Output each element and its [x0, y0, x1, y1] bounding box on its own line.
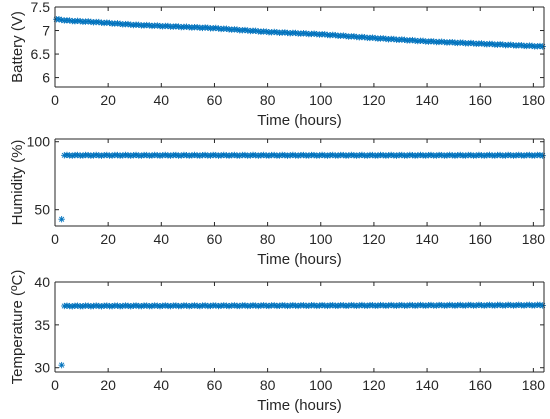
data-series	[58, 151, 546, 223]
x-tick-label: 60	[207, 377, 223, 393]
x-tick-label: 140	[415, 231, 439, 247]
x-tick-label: 40	[154, 231, 170, 247]
y-tick-label: 100	[27, 134, 51, 150]
y-tick-label: 50	[34, 202, 50, 218]
subplot-3: 0 20 40 60 80 100 120 140 160 180 30 35 40 Time (hour…	[9, 270, 546, 414]
data-point	[334, 152, 342, 159]
x-tick-label: 140	[415, 377, 439, 393]
x-tick-label: 160	[469, 92, 493, 108]
x-axis-label: Time (hours)	[257, 397, 341, 414]
x-tick-label: 20	[100, 92, 116, 108]
y-axis-label: Battery (V)	[9, 11, 26, 83]
data-point	[85, 151, 92, 159]
data-point-outlier	[58, 216, 65, 223]
x-tick-label: 60	[207, 92, 223, 108]
x-tick-label: 180	[522, 92, 546, 108]
x-tick-label: 0	[51, 92, 59, 108]
data-point	[539, 302, 546, 309]
x-tick-label: 120	[362, 377, 386, 393]
x-tick-label: 140	[415, 92, 439, 108]
y-tick-label: 6.5	[31, 46, 51, 62]
x-tick-label: 20	[100, 231, 116, 247]
y-tick-label: 6	[42, 70, 50, 86]
data-point	[143, 302, 150, 309]
y-tick-label: 40	[34, 274, 50, 290]
x-tick-label: 100	[309, 377, 333, 393]
x-tick-label: 20	[100, 377, 116, 393]
data-series	[53, 16, 546, 50]
x-tick-label: 180	[522, 377, 546, 393]
x-tick-label: 160	[469, 377, 493, 393]
subplot-1: 0 20 40 60 80 100 120 140 160 180 6 6.5 7 7.5 Time (ho…	[9, 0, 546, 129]
x-tick-label: 120	[362, 231, 386, 247]
data-point	[539, 152, 546, 159]
data-point	[467, 151, 475, 159]
x-tick-label: 80	[260, 92, 276, 108]
y-axis-label: Humidity (%)	[9, 140, 26, 226]
x-tick-label: 180	[522, 231, 546, 247]
x-tick-label: 80	[260, 231, 276, 247]
data-series	[58, 301, 546, 369]
x-tick-label: 0	[51, 231, 59, 247]
x-axis-label: Time (hours)	[257, 251, 341, 268]
data-point	[294, 302, 302, 310]
data-point	[539, 43, 546, 50]
y-tick-label: 30	[34, 360, 50, 376]
x-tick-label: 160	[469, 231, 493, 247]
x-tick-label: 40	[154, 92, 170, 108]
x-tick-label: 100	[309, 231, 333, 247]
x-axis-label: Time (hours)	[257, 112, 341, 129]
x-tick-label: 40	[154, 377, 170, 393]
y-tick-label: 35	[34, 317, 50, 333]
y-tick-label: 7.5	[31, 0, 51, 15]
x-tick-label: 120	[362, 92, 386, 108]
subplot-2: 0 20 40 60 80 100 120 140 160 180 50 100 Time (hours…	[9, 134, 546, 268]
y-axis-label: Temperature (ºC)	[9, 270, 26, 385]
data-point-outlier	[58, 361, 65, 369]
y-tick-label: 7	[42, 23, 50, 39]
x-tick-label: 100	[309, 92, 333, 108]
x-tick-label: 0	[51, 377, 59, 393]
x-tick-label: 80	[260, 377, 276, 393]
x-tick-label: 60	[207, 231, 223, 247]
